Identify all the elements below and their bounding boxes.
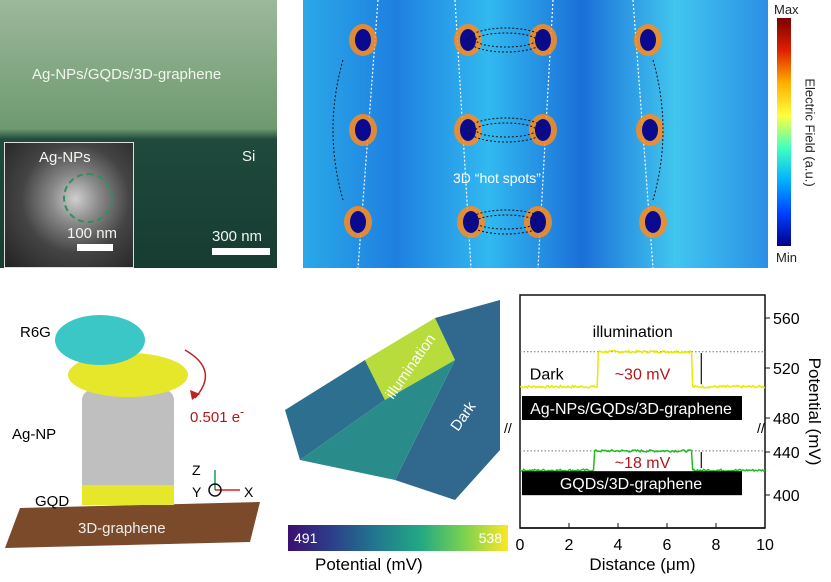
sem-image: Ag-NPs/GQDs/3D-graphene Si 300 nm Ag-NPs… [0, 0, 277, 268]
delta-lower-annotation: ~18 mV [615, 455, 671, 472]
x-tick-label: 8 [712, 537, 721, 554]
nanoparticle-dot [535, 29, 551, 51]
nanoparticle-dot [460, 29, 476, 51]
potential-colorbar-label: Potential (mV) [315, 555, 423, 574]
scale-label: 300 nm [212, 228, 263, 245]
film-label: Ag-NPs/GQDs/3D-graphene [32, 66, 222, 83]
illumination-annotation: illumination [593, 324, 673, 341]
colorbar-min: Min [776, 250, 797, 265]
gqd-layer [82, 485, 174, 505]
nanoparticle-dot [640, 29, 656, 51]
series-line [519, 448, 766, 473]
graphene-label: 3D-graphene [78, 520, 166, 537]
x-axis-label: X [244, 484, 254, 500]
colorbar-label: Electric Field (a.u.) [802, 78, 818, 187]
colorbar-min-label: 491 [294, 530, 318, 546]
charge-density-cyan [55, 315, 145, 365]
potential-colorbar: 491 538 [288, 525, 508, 551]
inset-label: Ag-NPs [39, 149, 91, 166]
scale-bar [212, 248, 270, 255]
highlight-circle [63, 173, 113, 223]
x-tick-label: 6 [663, 537, 672, 554]
delta-upper-annotation: ~30 mV [615, 366, 671, 383]
ag-nanoparticle [82, 390, 174, 500]
dark-annotation: Dark [530, 366, 565, 383]
substrate-label: Si [242, 148, 256, 165]
y-tick-label: 400 [773, 488, 800, 505]
gqd-label: GQD [35, 493, 70, 510]
potential-surface: illumination Dark [285, 300, 500, 500]
sample-label: Ag-NPs/GQDs/3D-graphene [530, 401, 732, 418]
nanoparticle-dot [355, 29, 371, 51]
x-tick-label: 0 [516, 537, 525, 554]
y-tick-label: 560 [773, 311, 800, 328]
field-overlay: 3D “hot spots” [332, 0, 667, 268]
x-tick-label: 10 [756, 537, 774, 554]
field-colorbar [777, 18, 791, 246]
transfer-arrow [184, 349, 207, 399]
r6g-label: R6G [20, 324, 51, 341]
z-axis-label: Z [192, 462, 201, 478]
x-axis-label: Distance (μm) [589, 555, 695, 574]
molecular-model [5, 315, 260, 548]
hot-spots-label: 3D “hot spots” [453, 170, 541, 186]
sample-label: GQDs/3D-graphene [560, 476, 702, 493]
colorbar-max-label: 538 [478, 530, 502, 546]
x-tick-label: 2 [565, 537, 574, 554]
inset-scale-bar [77, 244, 113, 251]
inset-image: Ag-NPs 100 nm [4, 142, 134, 268]
nanoparticle-dot [463, 211, 479, 233]
y-axis [208, 483, 222, 497]
field-map: 3D “hot spots” [303, 0, 768, 268]
y-tick-label: 520 [773, 361, 800, 378]
axis-break-left: // [504, 420, 512, 436]
nanoparticle-dot [350, 211, 366, 233]
potential-chart: 0 2 4 6 8 10 480 520 560 400 440 // // Distance (μm) P… [504, 294, 824, 574]
y-axis-label: Potential (mV) [805, 358, 824, 466]
y-axis-label: Y [192, 484, 202, 500]
agnp-label: Ag-NP [12, 426, 57, 443]
sample-label-box [522, 396, 742, 420]
sample-label-box [522, 471, 742, 496]
nanoparticle-dot [535, 119, 551, 141]
axis-break-right: // [757, 420, 765, 436]
inset-scale-label: 100 nm [67, 225, 118, 242]
graphene-sheet [5, 502, 260, 548]
y-tick-label: 480 [773, 411, 800, 428]
x-tick-label: 4 [614, 537, 623, 554]
y-tick-label: 440 [773, 445, 800, 462]
charge-label: 0.501 e- [190, 405, 245, 426]
series-line [519, 349, 766, 389]
nanoparticle-dot [645, 211, 661, 233]
nanoparticle-dot [460, 119, 476, 141]
nanoparticle-dot [530, 211, 546, 233]
nanoparticle-dot [642, 119, 658, 141]
colorbar-max: Max [774, 2, 799, 17]
nanoparticle-dot [355, 119, 371, 141]
